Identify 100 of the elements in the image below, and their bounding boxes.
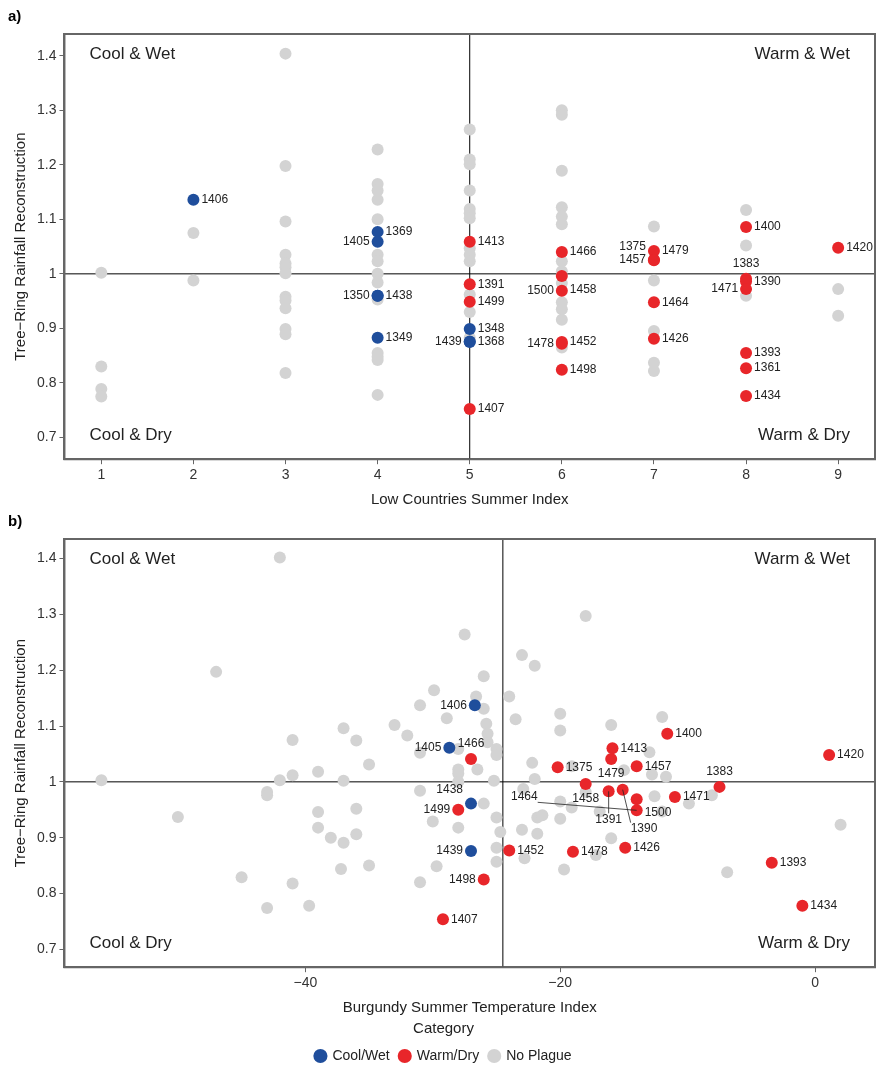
- annotation: Cool & Dry: [89, 933, 173, 953]
- annotation: Cool & Dry: [89, 425, 173, 445]
- annotation: 1390: [630, 820, 658, 835]
- annotation: 1498: [449, 871, 477, 886]
- x-tick-label: 7: [650, 466, 659, 483]
- y-tick-label: 0.8: [36, 373, 57, 390]
- annotation: 1464: [510, 788, 539, 803]
- annotation: 1479: [597, 766, 625, 781]
- annotation: Cool & Wet: [89, 549, 176, 569]
- annotation: 1406: [201, 192, 229, 207]
- annotation: 1438: [385, 287, 413, 302]
- x-tick-label: 8: [742, 466, 751, 483]
- annotation: 1439: [435, 334, 463, 349]
- annotation: 1452: [569, 334, 597, 349]
- chart-title: b): [8, 512, 23, 530]
- y-tick-label: 1.1: [36, 210, 57, 227]
- annotation: 1368: [477, 333, 505, 348]
- annotation: Warm & Wet: [754, 44, 851, 64]
- annotation: 1393: [754, 345, 782, 360]
- y-tick-label: 1.3: [36, 605, 57, 622]
- x-tick-label: 0: [811, 974, 820, 991]
- annotation: 1407: [450, 911, 478, 926]
- annotation: 1500: [644, 805, 672, 820]
- annotation: 1369: [385, 224, 413, 239]
- annotation: 1375: [565, 759, 593, 774]
- annotation: 1348: [477, 321, 505, 336]
- annotation: 1458: [569, 282, 597, 297]
- chart-title: a): [8, 7, 22, 25]
- y-tick-label: 1.1: [36, 716, 57, 733]
- annotation: 1349: [385, 329, 413, 344]
- x-axis-title: Low Countries Summer Index: [370, 490, 570, 508]
- y-tick-label: 0.9: [36, 319, 57, 336]
- annotation: 1499: [423, 802, 451, 817]
- y-tick-label: 1: [48, 772, 57, 789]
- annotation: 1420: [837, 747, 865, 762]
- annotation: 1400: [754, 219, 782, 234]
- annotation: 1426: [661, 331, 689, 346]
- y-axis-title: Tree−Ring Rainfall Reconstruction: [11, 132, 29, 361]
- annotation: 1458: [572, 791, 600, 806]
- annotation: 1390: [754, 273, 782, 288]
- annotation: 1383: [706, 764, 734, 779]
- y-tick-label: 0.8: [36, 884, 57, 901]
- y-tick-label: 0.9: [36, 828, 57, 845]
- x-tick-label: 2: [189, 466, 198, 483]
- annotation: 1426: [633, 840, 661, 855]
- annotation: 1471: [682, 789, 710, 804]
- legend-label: Cool/Wet: [332, 1046, 390, 1063]
- annotation: 1498: [569, 362, 597, 377]
- annotation: 1452: [517, 842, 545, 857]
- y-tick-label: 0.7: [36, 428, 57, 445]
- x-axis-title: Burgundy Summer Temperature Index: [342, 998, 598, 1016]
- x-tick-label: 3: [281, 466, 290, 483]
- annotation: Warm & Dry: [758, 425, 851, 445]
- annotation: 1350: [342, 287, 370, 302]
- annotation: 1434: [754, 388, 782, 403]
- annotation: 1478: [527, 335, 555, 350]
- annotation: 1391: [477, 276, 505, 291]
- annotation: 1391: [595, 811, 623, 826]
- annotation: 1464: [661, 294, 689, 309]
- annotation: 1438: [436, 781, 464, 796]
- y-tick-label: 1.3: [36, 101, 57, 118]
- annotation: 1361: [754, 360, 782, 375]
- annotation: 1407: [477, 401, 505, 416]
- annotation: 1434: [810, 898, 838, 913]
- annotation: 1420: [846, 240, 874, 254]
- annotation: 1466: [569, 244, 597, 259]
- x-tick-label: −20: [548, 974, 573, 991]
- legend-label: No Plague: [506, 1046, 572, 1063]
- x-tick-label: 9: [834, 466, 843, 483]
- y-tick-label: 1.2: [36, 661, 57, 678]
- annotation: 1405: [342, 234, 370, 249]
- annotation: 1471: [711, 281, 739, 296]
- annotation: 1499: [477, 293, 505, 308]
- x-tick-label: 4: [373, 466, 382, 483]
- annotation: 1383: [732, 256, 760, 271]
- y-tick-label: 1.4: [36, 549, 57, 566]
- annotation: 1457: [619, 252, 647, 266]
- annotation: 1500: [527, 283, 555, 298]
- annotation: 1400: [675, 726, 703, 741]
- annotation: 1478: [580, 843, 608, 858]
- x-tick-label: 5: [465, 466, 474, 483]
- y-tick-label: 1.2: [36, 155, 57, 172]
- legend-title: Category: [413, 1018, 475, 1036]
- annotation: 1479: [661, 243, 689, 258]
- annotation: 1413: [620, 740, 648, 755]
- annotation: 1393: [779, 855, 807, 870]
- annotation: Warm & Wet: [754, 549, 851, 569]
- annotation: 1413: [477, 234, 505, 249]
- x-tick-label: −40: [293, 974, 318, 991]
- y-tick-label: 1.4: [36, 46, 57, 63]
- annotation: 1405: [414, 740, 442, 755]
- annotation: 1439: [436, 843, 464, 858]
- x-tick-label: 6: [557, 466, 566, 483]
- legend-label: Warm/Dry: [416, 1046, 480, 1063]
- y-tick-label: 1: [48, 264, 57, 281]
- y-tick-label: 0.7: [36, 940, 57, 957]
- annotation: Warm & Dry: [758, 933, 851, 953]
- annotation: 1457: [644, 758, 672, 773]
- annotation: Cool & Wet: [89, 44, 176, 64]
- x-tick-label: 1: [97, 466, 106, 483]
